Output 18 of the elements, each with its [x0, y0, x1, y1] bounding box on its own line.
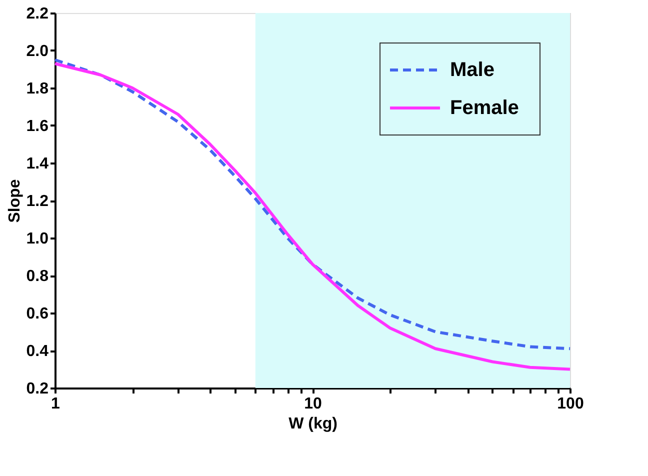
- legend-label: Female: [450, 97, 519, 119]
- x-tick-label: 1: [51, 396, 60, 412]
- y-tick-label: 1.6: [26, 118, 49, 135]
- y-tick-label: 1.8: [26, 80, 49, 98]
- y-axis-title: Slope: [6, 179, 24, 223]
- y-tick-label: 2.0: [26, 43, 49, 60]
- x-tick-label: 100: [557, 396, 584, 412]
- x-axis-title: W (kg): [288, 416, 338, 432]
- legend-label: Male: [450, 59, 494, 81]
- y-tick-label: 0.8: [26, 268, 49, 285]
- x-tick-label: 10: [304, 396, 322, 412]
- y-tick-label: 1.0: [26, 230, 49, 248]
- y-tick-label: 0.6: [26, 306, 49, 322]
- y-tick-label: 2.2: [26, 6, 49, 22]
- y-tick-label: 0.4: [26, 343, 49, 360]
- y-tick-label: 0.2: [26, 380, 49, 398]
- y-tick-label: 1.4: [26, 156, 49, 172]
- y-tick-label: 1.2: [26, 193, 49, 210]
